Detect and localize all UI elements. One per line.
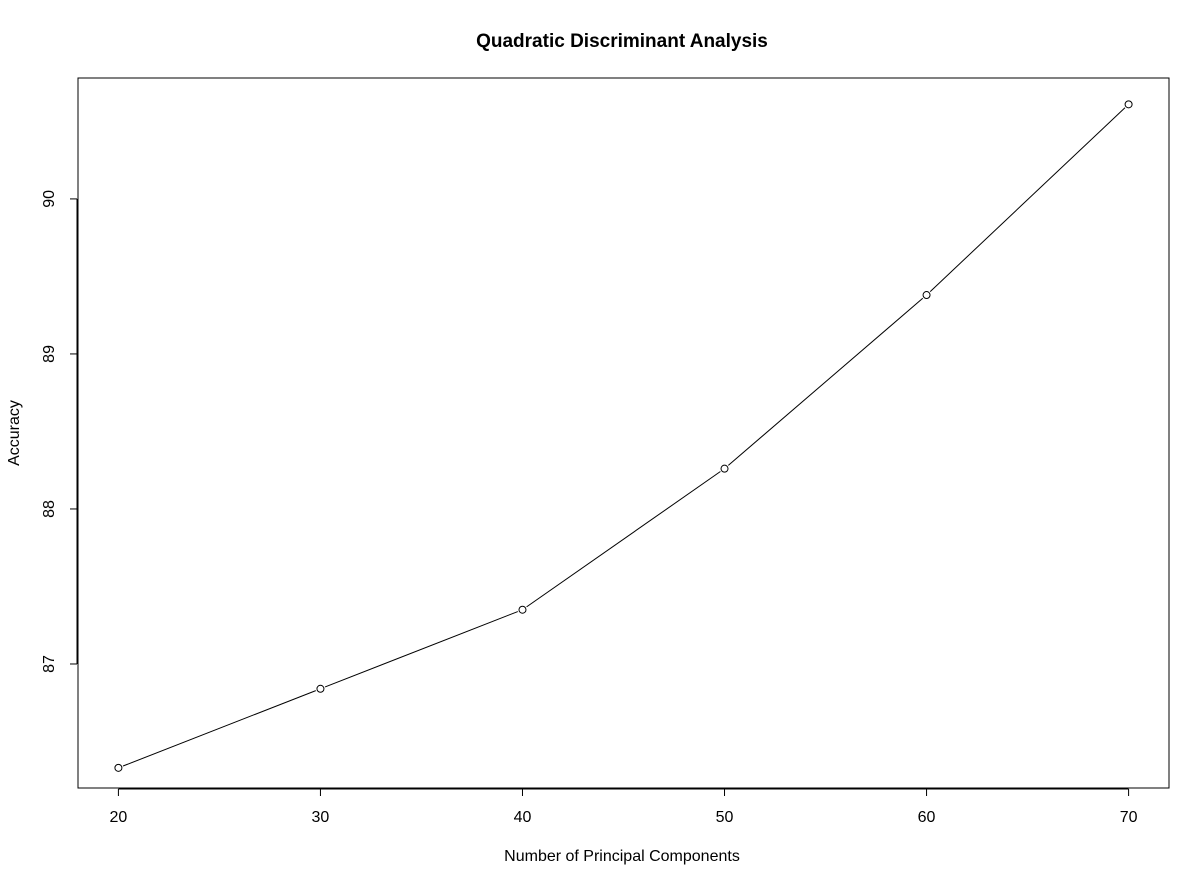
x-axis: 20 30 40 50 60 70 bbox=[110, 788, 1138, 826]
y-tick-label: 87 bbox=[41, 655, 58, 673]
data-point bbox=[316, 684, 325, 693]
series-line bbox=[122, 107, 1126, 767]
x-tick-label: 70 bbox=[1120, 809, 1138, 826]
series-segment bbox=[526, 471, 721, 608]
x-tick-label: 50 bbox=[716, 809, 734, 826]
y-tick-label: 89 bbox=[41, 345, 58, 363]
series-segment bbox=[929, 107, 1126, 292]
chart-title: Quadratic Discriminant Analysis bbox=[476, 31, 768, 52]
series-segment bbox=[727, 297, 924, 466]
data-point bbox=[1124, 100, 1133, 109]
series-segment bbox=[122, 690, 316, 767]
x-tick-label: 20 bbox=[110, 809, 128, 826]
series-segment bbox=[324, 611, 519, 688]
data-point bbox=[518, 605, 527, 614]
plot-area-frame bbox=[77, 77, 1170, 789]
y-tick-label: 88 bbox=[41, 500, 58, 518]
x-tick-label: 60 bbox=[918, 809, 936, 826]
data-point bbox=[922, 291, 931, 300]
y-tick-label: 90 bbox=[41, 190, 58, 208]
x-tick-label: 30 bbox=[312, 809, 330, 826]
series-points bbox=[114, 100, 1133, 772]
data-point bbox=[114, 763, 123, 772]
y-axis-label: Accuracy bbox=[6, 400, 23, 466]
data-point bbox=[720, 464, 729, 473]
y-axis: 87 88 89 90 bbox=[41, 190, 78, 673]
x-tick-label: 40 bbox=[514, 809, 532, 826]
x-axis-label: Number of Principal Components bbox=[504, 848, 740, 865]
